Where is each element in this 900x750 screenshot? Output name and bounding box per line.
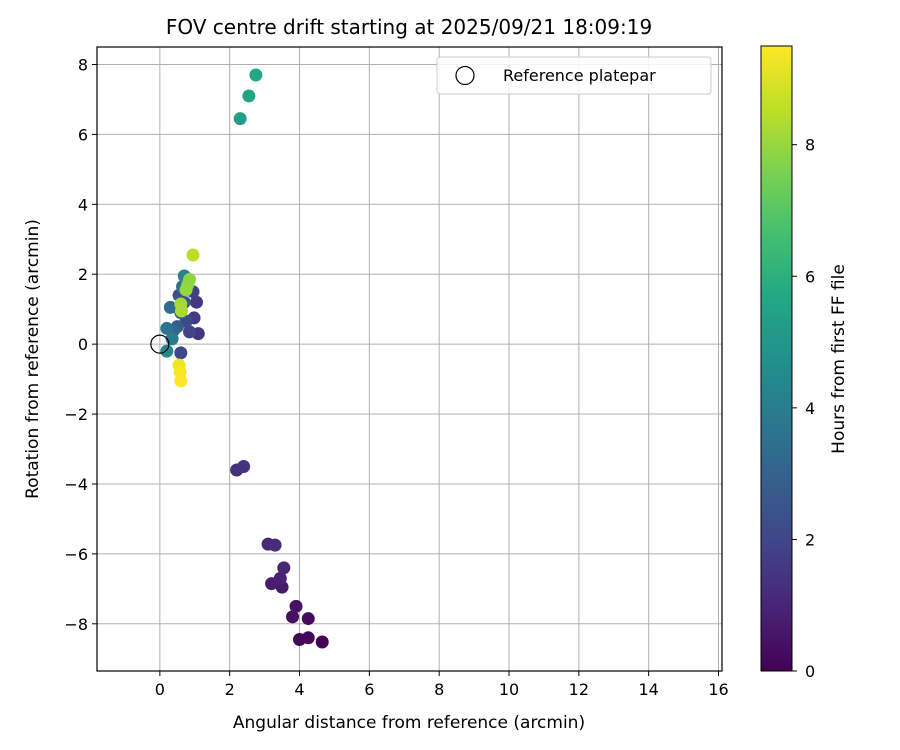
x-axis: 0 2 4 6 8 10 12 14 16 (155, 671, 729, 699)
y-tick-label: 6 (78, 125, 88, 144)
y-tick-label: 4 (78, 195, 88, 214)
data-point (183, 325, 197, 339)
colorbar-tick-label: 4 (805, 399, 815, 418)
data-point (315, 635, 329, 649)
data-point (273, 571, 287, 585)
colorbar-tick-label: 2 (805, 530, 815, 549)
y-tick-label: −4 (64, 475, 88, 494)
y-tick-label: 2 (78, 265, 88, 284)
colorbar-ticks: 0 2 4 6 8 (792, 136, 815, 681)
data-point (160, 344, 174, 358)
data-point (174, 346, 188, 360)
y-tick-label: 8 (78, 55, 88, 74)
data-point (237, 459, 251, 473)
x-tick-label: 12 (569, 680, 589, 699)
data-points (160, 68, 329, 649)
y-axis-title: Rotation from reference (arcmin) (23, 219, 43, 499)
reference-point (150, 334, 170, 354)
x-tick-label: 2 (225, 680, 235, 699)
x-axis-title: Angular distance from reference (arcmin) (233, 713, 585, 733)
x-tick-label: 0 (155, 680, 165, 699)
data-point (190, 295, 204, 309)
y-axis: −8 −6 −4 −2 0 2 4 6 8 (64, 55, 97, 634)
data-point (268, 538, 282, 552)
legend-entry-reference-platepar: Reference platepar (503, 66, 656, 85)
plot-frame (96, 46, 723, 672)
legend: Reference platepar (436, 56, 712, 95)
data-point (160, 321, 174, 335)
legend-reference-marker (455, 65, 475, 86)
x-tick-label: 14 (638, 680, 658, 699)
colorbar-label: Hours from first FF file (829, 264, 849, 454)
data-point (174, 304, 188, 318)
colorbar-tick-label: 8 (805, 136, 815, 155)
chart-title: FOV centre drift starting at 2025/09/21 … (166, 15, 652, 39)
x-tick-label: 16 (708, 680, 728, 699)
data-point (163, 300, 177, 314)
reference-marker (150, 334, 170, 354)
data-point (174, 374, 188, 388)
data-point (179, 283, 193, 297)
data-point (277, 561, 291, 575)
data-point (301, 631, 315, 645)
y-tick-label: 0 (78, 335, 88, 354)
legend-box (436, 56, 712, 95)
data-point (289, 599, 303, 613)
x-tick-label: 4 (294, 680, 304, 699)
data-point (286, 610, 300, 624)
colorbar-tick-label: 0 (805, 662, 815, 681)
y-tick-label: −2 (64, 405, 88, 424)
data-point (301, 612, 315, 626)
x-tick-label: 10 (499, 680, 519, 699)
data-point (242, 89, 256, 103)
y-tick-label: −8 (64, 615, 88, 634)
data-point (249, 68, 263, 82)
data-point (233, 112, 247, 126)
data-point (186, 248, 200, 262)
colorbar: 0 2 4 6 8 Hours from first FF file (760, 45, 849, 681)
data-point (183, 272, 197, 286)
grid-lines (97, 47, 722, 671)
x-tick-label: 6 (364, 680, 374, 699)
y-tick-label: −6 (64, 545, 88, 564)
x-tick-label: 8 (434, 680, 444, 699)
colorbar-tick-label: 6 (805, 267, 815, 286)
colorbar-gradient (760, 45, 793, 672)
